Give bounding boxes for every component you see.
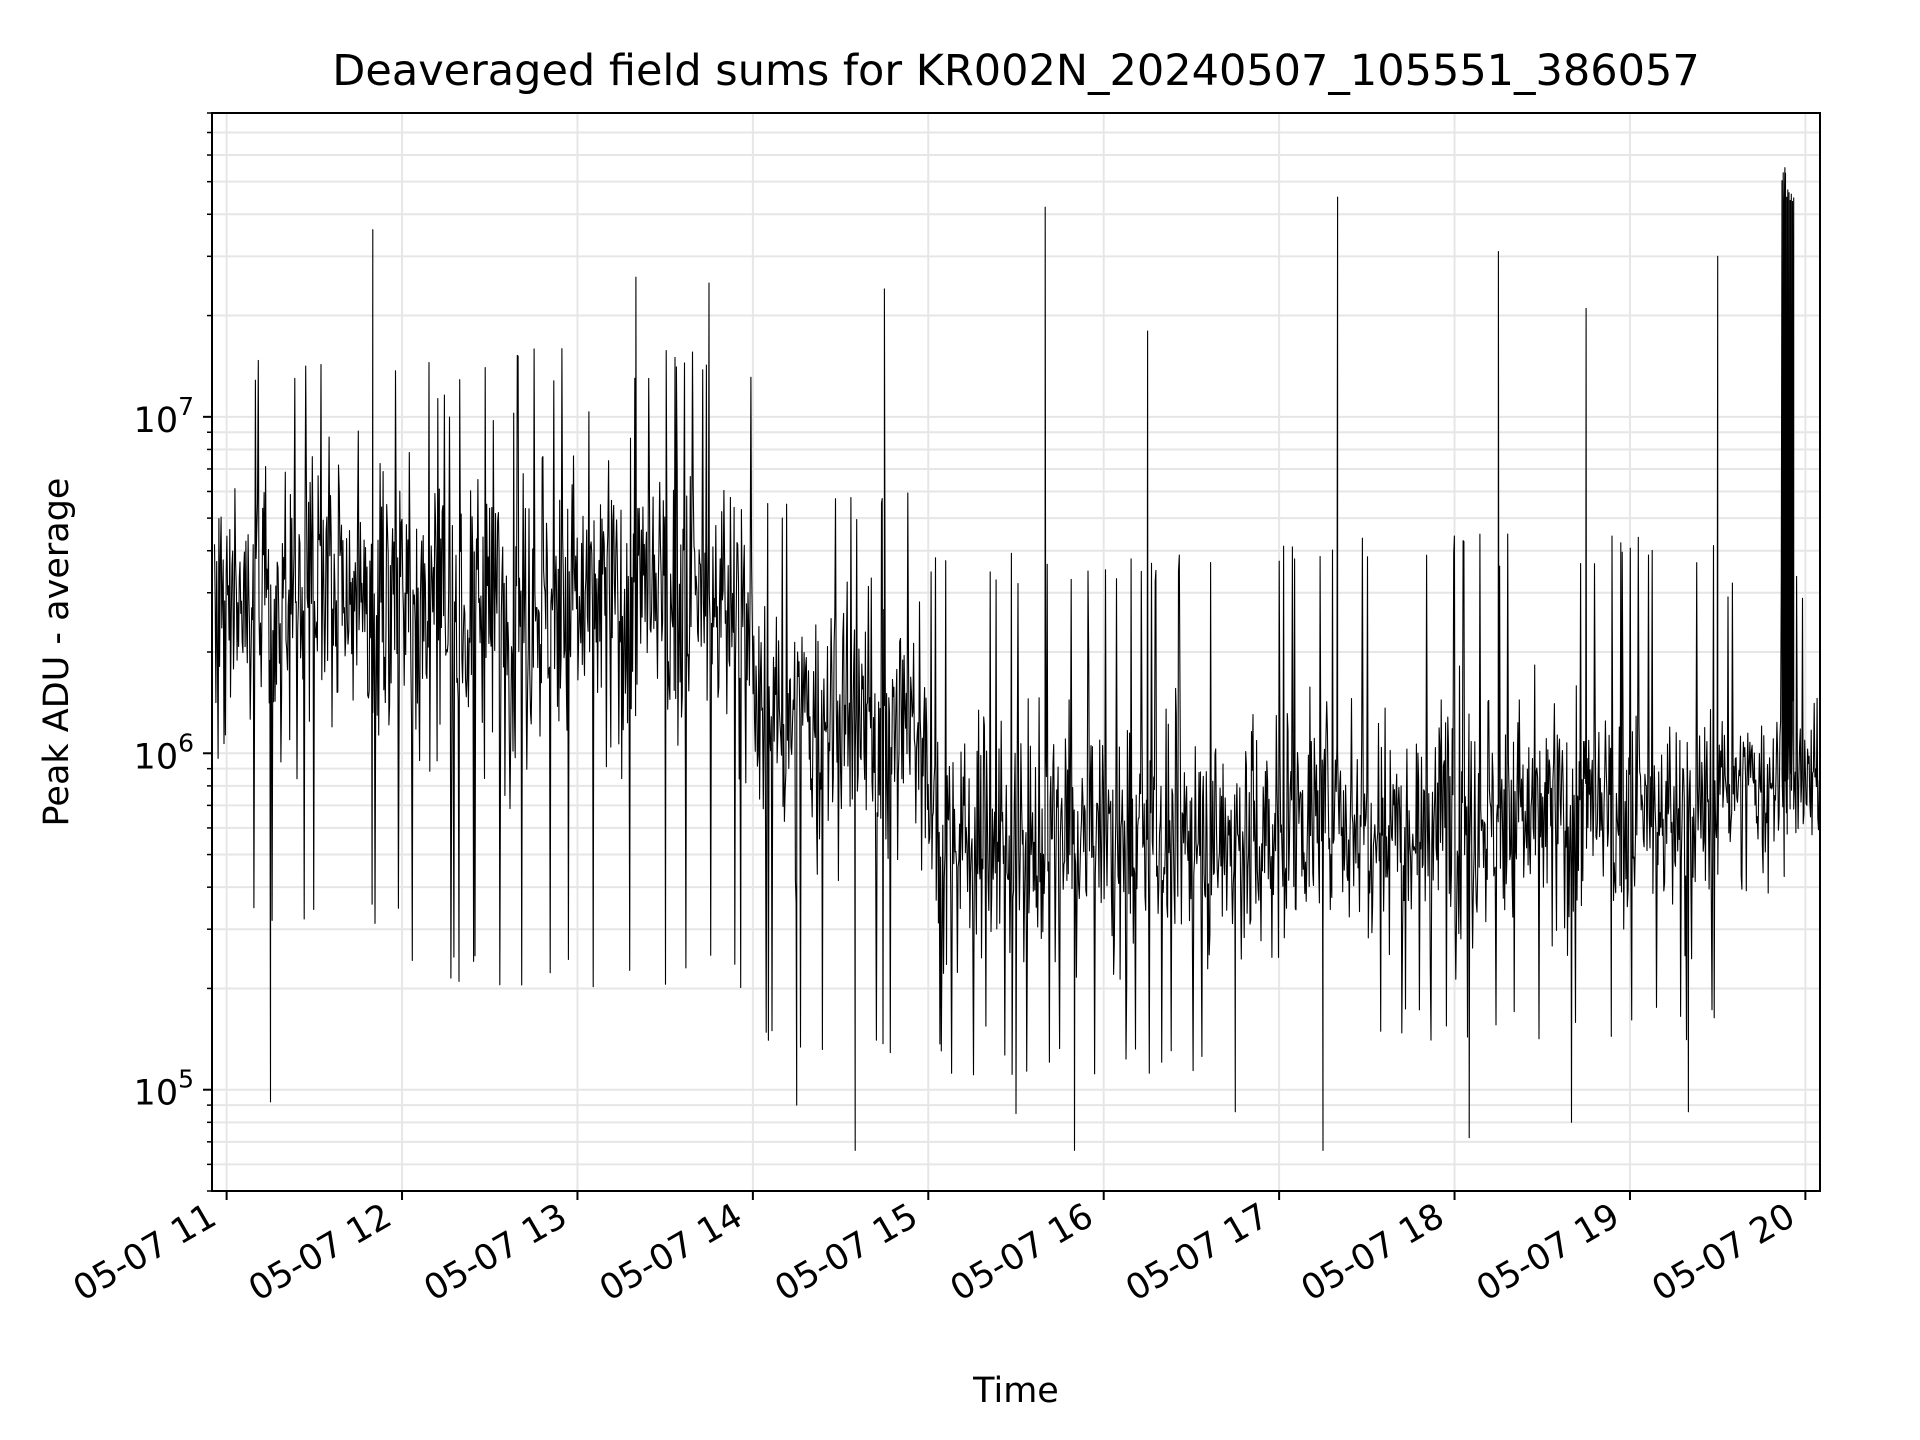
series-line [213,167,1821,1151]
y-tick-label: 105 [134,1065,194,1114]
x-axis-label: Time [972,1371,1059,1411]
minor-grid [212,112,1820,1192]
y-tick-label: 107 [134,392,194,441]
y-tick-label: 106 [134,728,194,777]
series-path [213,167,1821,1151]
chart-title: Deaveraged field sums for KR002N_2024050… [332,46,1699,96]
y-axis: 105 106 107 [134,112,212,1192]
y-axis-label: Peak ADU - average [37,478,77,827]
